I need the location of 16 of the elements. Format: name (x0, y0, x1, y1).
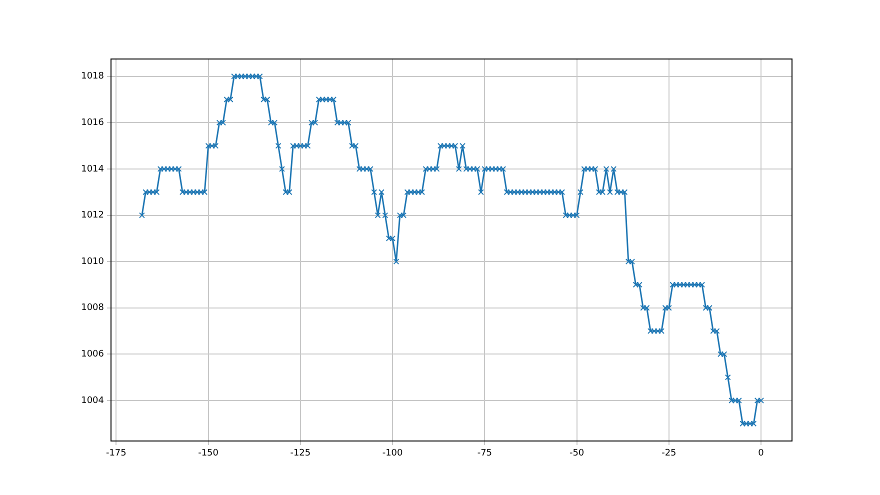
y-tick-label: 1014 (81, 164, 104, 174)
y-tick-label: 1008 (81, 303, 104, 314)
x-tick-label: -50 (569, 448, 584, 459)
x-tick-label: -25 (662, 448, 676, 459)
x-tick-label: -75 (477, 448, 492, 459)
y-tick-label: 1012 (81, 210, 104, 221)
x-tick-label: -150 (198, 448, 219, 459)
y-tick-label: 1016 (81, 118, 104, 128)
x-tick-label: -125 (290, 448, 311, 459)
x-tick-label: -100 (382, 448, 404, 459)
x-tick-label: 0 (758, 448, 764, 459)
y-tick-label: 1010 (81, 256, 104, 267)
y-tick-label: 1004 (81, 396, 104, 406)
y-tick-label: 1006 (81, 350, 104, 360)
x-tick-label: -175 (106, 448, 126, 459)
y-tick-label: 1018 (81, 72, 104, 82)
